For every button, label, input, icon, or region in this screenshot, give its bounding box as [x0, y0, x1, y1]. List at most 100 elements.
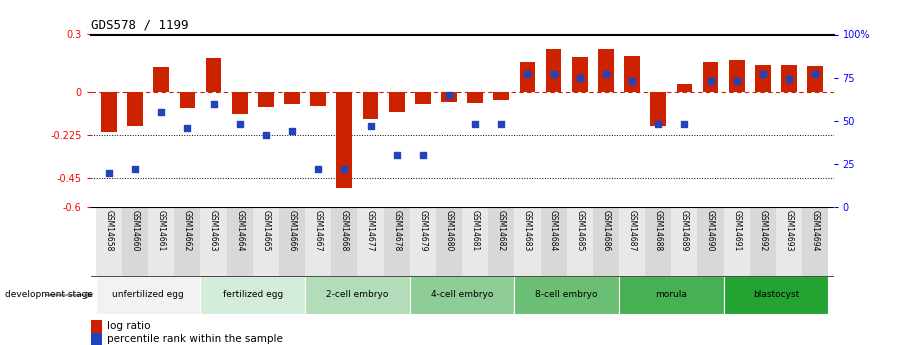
- Bar: [149, 207, 174, 276]
- Bar: [598, 49, 613, 92]
- Point: [311, 166, 325, 172]
- Text: percentile rank within the sample: percentile rank within the sample: [107, 334, 283, 344]
- Bar: [729, 60, 745, 92]
- Text: GSM14658: GSM14658: [104, 210, 113, 252]
- Bar: [776, 207, 802, 276]
- Point: [808, 71, 823, 77]
- Bar: [358, 207, 383, 276]
- Text: GSM14666: GSM14666: [287, 210, 296, 252]
- Bar: [311, 92, 326, 106]
- Point: [207, 101, 221, 106]
- Point: [154, 109, 169, 115]
- Bar: [494, 92, 509, 100]
- Text: log ratio: log ratio: [107, 322, 150, 331]
- Bar: [515, 276, 619, 314]
- Bar: [101, 92, 117, 132]
- Text: GSM14687: GSM14687: [628, 210, 637, 252]
- Text: GSM14668: GSM14668: [340, 210, 349, 252]
- Bar: [206, 58, 221, 92]
- Point: [467, 121, 482, 127]
- Bar: [807, 66, 823, 92]
- Bar: [122, 207, 149, 276]
- Bar: [671, 207, 698, 276]
- Point: [729, 78, 744, 84]
- Point: [494, 121, 508, 127]
- Text: GSM14685: GSM14685: [575, 210, 584, 252]
- Text: GSM14688: GSM14688: [654, 210, 663, 252]
- Text: blastocyst: blastocyst: [753, 290, 799, 299]
- Point: [363, 123, 378, 129]
- Point: [703, 78, 718, 84]
- Bar: [619, 207, 645, 276]
- Text: fertilized egg: fertilized egg: [223, 290, 283, 299]
- Bar: [724, 207, 750, 276]
- Bar: [698, 207, 724, 276]
- Point: [677, 121, 691, 127]
- Bar: [305, 207, 332, 276]
- Bar: [336, 92, 352, 188]
- Bar: [462, 207, 488, 276]
- Bar: [362, 92, 379, 119]
- Text: GSM14660: GSM14660: [130, 210, 140, 252]
- Point: [390, 152, 404, 158]
- Point: [625, 78, 640, 84]
- Point: [756, 71, 770, 77]
- Point: [651, 121, 666, 127]
- Text: GSM14684: GSM14684: [549, 210, 558, 252]
- Bar: [541, 207, 566, 276]
- Text: 2-cell embryo: 2-cell embryo: [326, 290, 389, 299]
- Bar: [200, 207, 226, 276]
- Text: GSM14662: GSM14662: [183, 210, 192, 252]
- Bar: [415, 92, 430, 104]
- Bar: [279, 207, 305, 276]
- Bar: [200, 276, 305, 314]
- Bar: [703, 62, 718, 92]
- Bar: [410, 207, 436, 276]
- Text: GSM14679: GSM14679: [419, 210, 428, 252]
- Text: GSM14690: GSM14690: [706, 210, 715, 252]
- Text: GSM14689: GSM14689: [680, 210, 689, 252]
- Bar: [802, 207, 828, 276]
- Bar: [232, 92, 247, 114]
- Bar: [389, 92, 404, 112]
- Bar: [226, 207, 253, 276]
- Bar: [127, 92, 143, 126]
- Bar: [755, 65, 771, 92]
- Text: GSM14694: GSM14694: [811, 210, 820, 252]
- Bar: [520, 62, 535, 92]
- Text: GSM14682: GSM14682: [496, 210, 506, 252]
- Bar: [410, 276, 515, 314]
- Point: [442, 92, 457, 98]
- Text: GSM14683: GSM14683: [523, 210, 532, 252]
- Bar: [91, 333, 101, 345]
- Text: 8-cell embryo: 8-cell embryo: [535, 290, 598, 299]
- Text: GSM14681: GSM14681: [470, 210, 479, 252]
- Bar: [651, 92, 666, 126]
- Bar: [441, 92, 457, 101]
- Text: GSM14686: GSM14686: [602, 210, 611, 252]
- Bar: [284, 92, 300, 105]
- Text: GSM14680: GSM14680: [445, 210, 454, 252]
- Bar: [436, 207, 462, 276]
- Bar: [624, 56, 640, 92]
- Bar: [305, 276, 410, 314]
- Point: [573, 75, 587, 80]
- Text: GSM14693: GSM14693: [785, 210, 794, 252]
- Text: GSM14677: GSM14677: [366, 210, 375, 252]
- Point: [520, 71, 535, 77]
- Text: GSM14667: GSM14667: [313, 210, 323, 252]
- Text: GSM14664: GSM14664: [236, 210, 245, 252]
- Text: development stage: development stage: [5, 290, 92, 299]
- Text: GSM14692: GSM14692: [758, 210, 767, 252]
- Bar: [619, 276, 724, 314]
- Text: morula: morula: [655, 290, 688, 299]
- Point: [101, 170, 116, 175]
- Bar: [96, 207, 122, 276]
- Bar: [724, 276, 828, 314]
- Bar: [515, 207, 541, 276]
- Bar: [488, 207, 515, 276]
- Bar: [179, 92, 195, 108]
- Bar: [332, 207, 358, 276]
- Bar: [467, 92, 483, 102]
- Bar: [566, 207, 593, 276]
